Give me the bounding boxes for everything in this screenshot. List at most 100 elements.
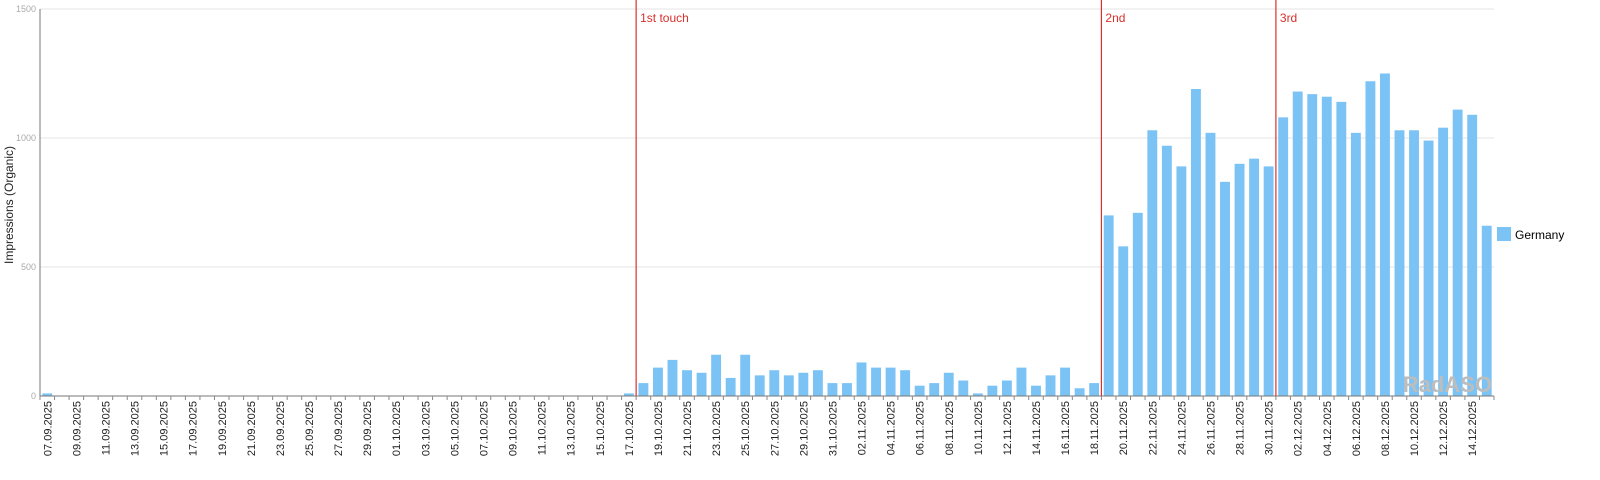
bar [958, 380, 969, 396]
bar [1249, 158, 1260, 396]
legend: Germany [1497, 227, 1564, 242]
x-tick-label: 03.10.2025 [420, 401, 432, 456]
bar [1423, 140, 1434, 396]
x-tick-label: 21.10.2025 [682, 401, 694, 456]
x-tick-label: 01.10.2025 [391, 401, 403, 456]
x-tick-label: 19.09.2025 [217, 401, 229, 456]
x-tick-label: 13.09.2025 [130, 401, 142, 456]
bar [1074, 388, 1085, 396]
bar [1118, 246, 1129, 396]
event-markers: 1st touch 2nd 3rd [635, 0, 1297, 396]
x-tick-label: 17.10.2025 [624, 401, 636, 456]
x-tick-label: 07.09.2025 [42, 401, 54, 456]
x-tick-label: 20.11.2025 [1118, 401, 1130, 455]
bar [812, 370, 823, 396]
bar [1190, 88, 1201, 396]
bar [667, 359, 678, 396]
x-tick-label: 11.09.2025 [100, 401, 112, 455]
bar [871, 367, 881, 396]
y-tick-label: 0 [31, 391, 36, 401]
bar [1220, 181, 1230, 396]
x-tick-label: 19.10.2025 [653, 401, 665, 456]
x-tick-label: 09.10.2025 [508, 401, 520, 456]
bar [1147, 130, 1158, 396]
bar [885, 367, 896, 396]
y-tick-label: 1000 [16, 133, 36, 143]
bar [1089, 383, 1100, 396]
x-tick-label: 14.11.2025 [1031, 401, 1043, 455]
x-tick-label: 29.09.2025 [362, 401, 374, 456]
bar [1380, 73, 1390, 396]
x-tick-label: 10.12.2025 [1409, 401, 1421, 456]
bar [638, 383, 649, 396]
bar [1321, 96, 1332, 396]
bar [1031, 385, 1041, 396]
bar [1263, 166, 1274, 396]
x-tick-label: 08.11.2025 [944, 401, 956, 455]
bar [1234, 163, 1245, 396]
x-tick-label: 21.09.2025 [246, 401, 258, 456]
bar [1307, 94, 1318, 396]
x-tick-label: 16.11.2025 [1060, 401, 1072, 455]
legend-label-germany: Germany [1515, 228, 1564, 242]
x-tick-label: 24.11.2025 [1176, 401, 1188, 455]
bar [1452, 109, 1463, 397]
x-tick-label: 27.09.2025 [333, 401, 345, 456]
bar [1132, 212, 1143, 396]
marker-label: 3rd [1280, 11, 1297, 25]
x-tick-label: 25.10.2025 [740, 401, 752, 456]
x-tick-label: 02.12.2025 [1293, 401, 1305, 456]
x-tick-label: 23.10.2025 [711, 401, 723, 456]
bar [42, 393, 53, 396]
bar [1350, 132, 1361, 396]
x-tick-label: 27.10.2025 [769, 401, 781, 456]
bar [1467, 114, 1478, 396]
legend-swatch-germany [1497, 227, 1511, 241]
watermark-logo: RadASO [1403, 372, 1492, 397]
x-tick-label: 12.12.2025 [1438, 401, 1450, 456]
x-tick-label: 11.10.2025 [537, 401, 549, 455]
bar [972, 393, 983, 396]
bar [929, 383, 940, 396]
bar [1278, 117, 1289, 397]
y-axis-label: Impressions (Organic) [2, 146, 16, 264]
bar [1336, 101, 1347, 396]
y-tick-label: 1500 [16, 4, 36, 14]
x-tick-label: 30.11.2025 [1264, 401, 1276, 455]
bar [1409, 130, 1419, 396]
bar [798, 372, 809, 396]
y-tick-label: 500 [21, 262, 36, 272]
bar [1481, 225, 1492, 396]
bar-series-germany [42, 73, 1492, 397]
bar [623, 393, 634, 396]
x-tick-label: 17.09.2025 [188, 401, 200, 456]
x-axis-ticks: 07.09.2025 09.09.2025 11.09.2025 13.09.2025… [39, 396, 1495, 456]
bar [1016, 367, 1027, 396]
x-tick-label: 07.10.2025 [478, 401, 490, 456]
x-tick-label: 08.12.2025 [1380, 401, 1392, 456]
bar [827, 383, 838, 396]
x-tick-label: 26.11.2025 [1205, 401, 1217, 455]
x-tick-label: 06.12.2025 [1351, 401, 1363, 456]
bar [914, 385, 925, 396]
x-tick-label: 05.10.2025 [449, 401, 461, 456]
x-tick-label: 04.12.2025 [1322, 401, 1334, 456]
x-tick-label: 29.10.2025 [798, 401, 810, 456]
bar [696, 372, 707, 396]
x-tick-label: 18.11.2025 [1089, 401, 1101, 455]
x-tick-label: 13.10.2025 [566, 401, 578, 456]
bar [653, 367, 663, 396]
bar [987, 385, 998, 396]
x-tick-label: 15.10.2025 [595, 401, 607, 456]
bar [783, 375, 794, 396]
bar [711, 354, 722, 396]
x-tick-label: 22.11.2025 [1147, 401, 1159, 455]
marker-label: 2nd [1105, 11, 1125, 25]
bar [1161, 145, 1172, 396]
x-tick-label: 06.11.2025 [915, 401, 927, 455]
bar [1045, 375, 1056, 396]
bar [842, 383, 852, 396]
bar [1438, 127, 1449, 397]
bar [1205, 132, 1216, 396]
